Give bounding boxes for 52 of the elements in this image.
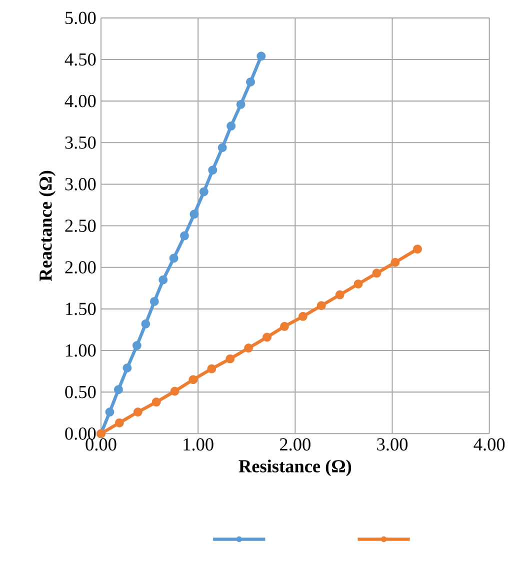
point [262,332,272,342]
point [188,375,198,384]
y-tick-label: 1.00 [66,344,96,357]
point [413,244,422,254]
point [122,363,132,372]
point [158,275,168,284]
point [244,344,254,353]
x-axis-title: Resistance (Ω) [238,460,352,476]
y-tick-label: 3.00 [65,178,96,190]
point [218,143,227,152]
x-tick-label: 0.00 [86,438,116,451]
point [105,408,114,417]
point [280,322,290,331]
point [298,312,308,321]
point [226,354,235,364]
point [114,385,124,394]
point [152,398,161,407]
y-axis-title: Reactance (Ω) [39,170,56,282]
x-tick-label: 2.00 [280,438,311,451]
point [390,258,400,267]
point [141,319,150,328]
y-tick-label: 2.00 [65,261,96,274]
point [115,418,124,428]
x-tick-label: 4.00 [474,438,505,451]
y-tick-label: 3.50 [65,136,96,149]
x-tick-label: 1.00 [184,438,214,451]
point [208,166,218,175]
point [317,301,326,310]
point [132,341,142,350]
y-tick-label: 4.50 [64,53,96,66]
y-tick-label: 0.00 [65,427,96,440]
y-tick-label: 0.50 [65,386,96,398]
point [170,386,180,396]
point [226,122,236,131]
x-tick-label: 3.00 [377,438,408,451]
point [335,290,344,300]
point [256,52,266,61]
y-tick-label: 5.00 [66,12,96,24]
y-tick-label: 2.50 [65,220,96,232]
point [190,210,199,219]
point [372,268,382,278]
point [354,279,363,288]
y-tick-label: 4.00 [64,94,96,108]
point [150,296,160,306]
point [134,408,143,417]
point [236,100,246,109]
point [180,231,190,240]
point [246,77,256,86]
y-tick-label: 1.50 [66,302,96,316]
point [200,187,209,196]
point [207,364,216,374]
point [169,254,178,263]
